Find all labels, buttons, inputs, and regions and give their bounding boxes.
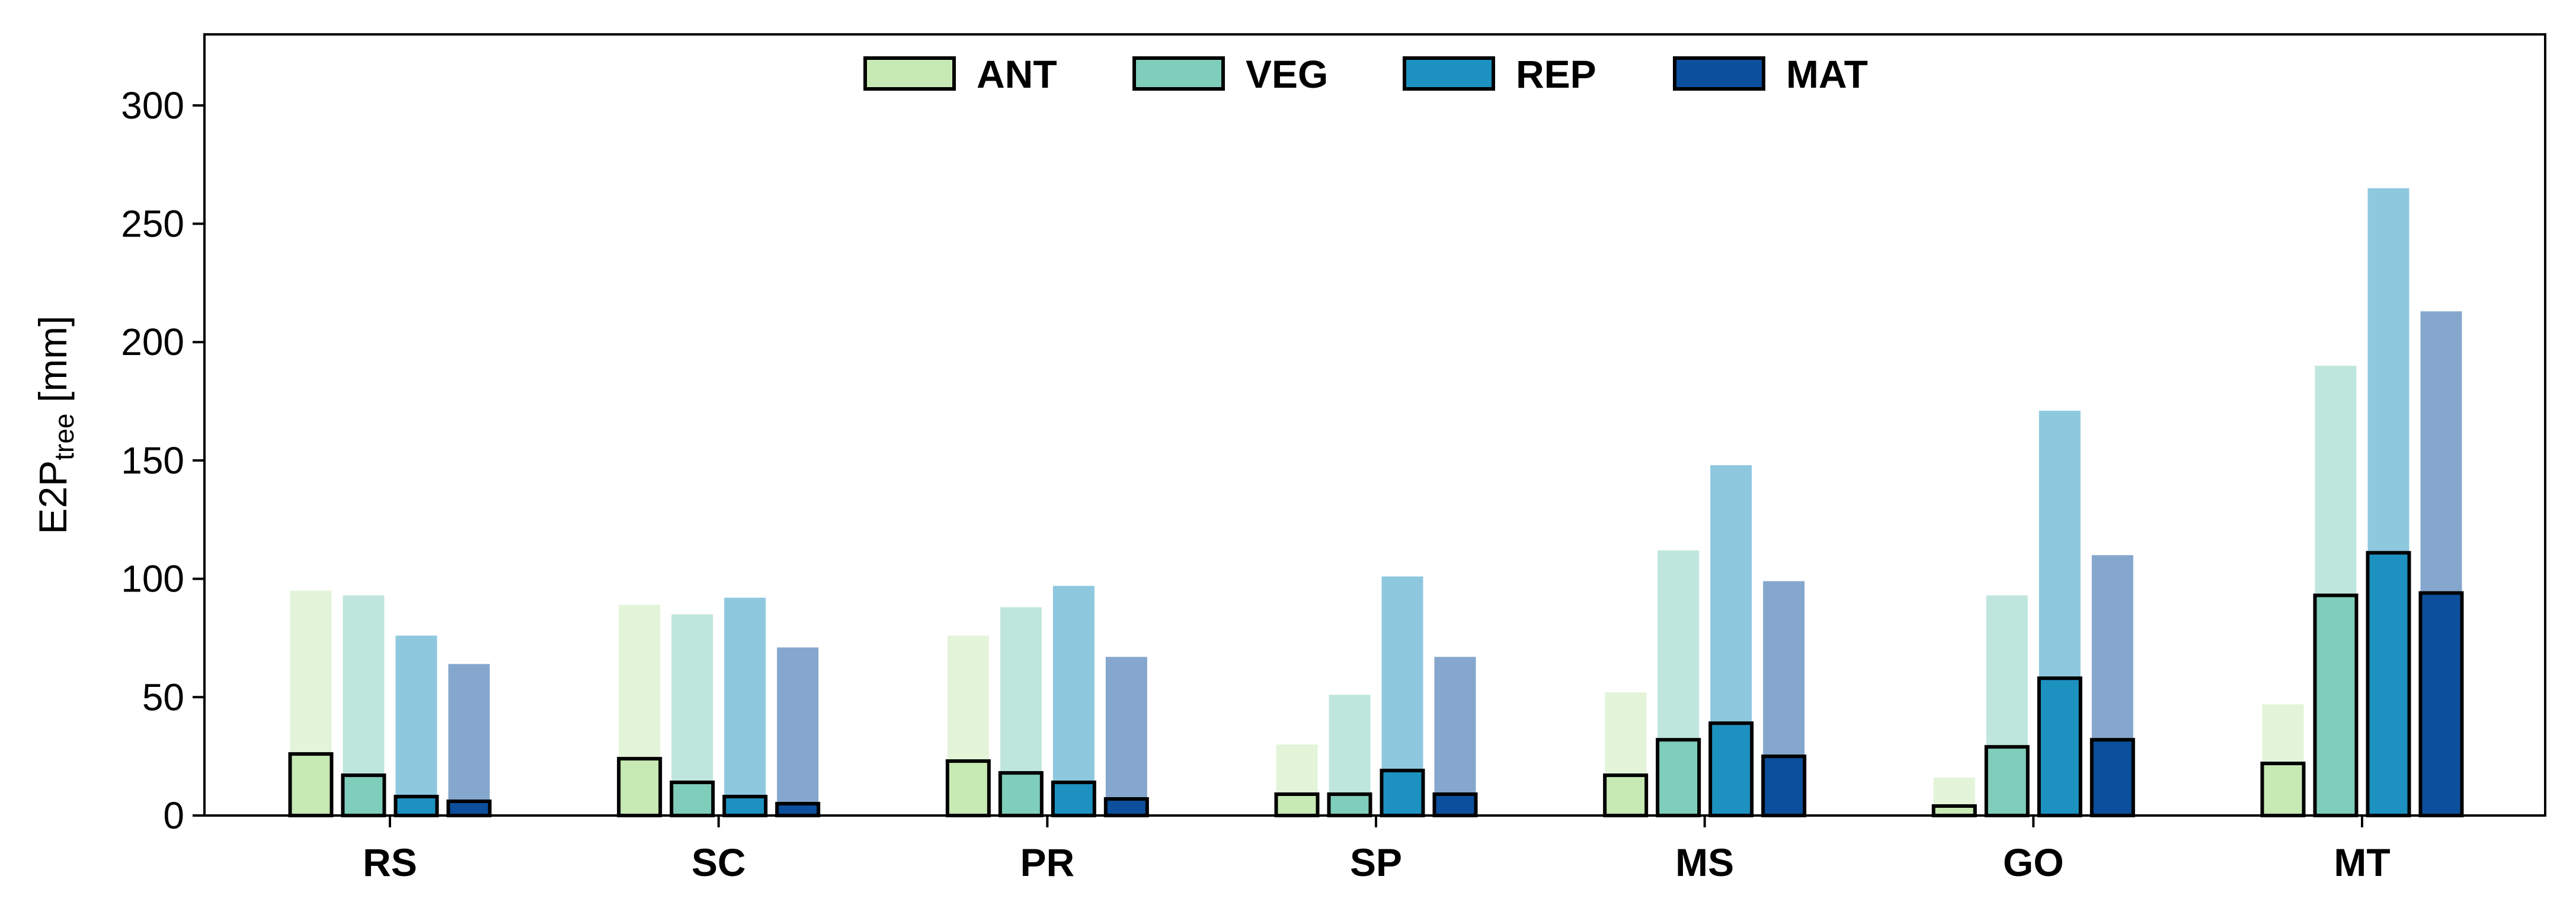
y-tick-label: 250 [121, 203, 184, 245]
y-axis: 0 50 100 150 200 250 300 [121, 84, 204, 837]
bar-mat-pr [1103, 797, 1149, 818]
bar-mat-ms [1761, 754, 1807, 817]
y-tick-label: 200 [121, 321, 184, 363]
bar-ant-rs [288, 752, 334, 818]
plot-frame [203, 33, 2546, 817]
background-bars-layer [290, 188, 2462, 816]
bar-veg-rs [341, 773, 386, 817]
x-tick-label-rs: RS [363, 840, 417, 884]
x-tick-label-go: GO [2003, 840, 2064, 884]
legend-label-rep: REP [1516, 52, 1596, 96]
bar-rep-sc [722, 795, 768, 817]
bar-veg-go [1984, 745, 2030, 818]
background-bar-rep-sc [724, 597, 766, 816]
bar-mat-sp [1432, 792, 1478, 818]
legend-label-veg: VEG [1246, 52, 1328, 96]
y-axis-title-unit-spacer [31, 402, 75, 413]
background-bar-mat-rs [448, 664, 490, 816]
background-bar-mat-pr [1105, 657, 1147, 816]
y-axis-title-unit: [mm] [31, 316, 75, 403]
foreground-bars-layer [288, 551, 2464, 818]
y-tick-label: 100 [121, 558, 184, 600]
legend-swatch-veg [1132, 56, 1225, 91]
x-tick-label-sc: SC [692, 840, 746, 884]
bar-veg-sp [1327, 792, 1372, 818]
background-bar-rep-rs [395, 635, 437, 816]
bar-veg-pr [998, 771, 1044, 818]
legend-label-mat: MAT [1786, 52, 1868, 96]
legend-swatch-ant [863, 56, 956, 91]
x-axis: RS SC PR SP MS GO MT [363, 816, 2391, 884]
bar-veg-sc [670, 781, 715, 817]
y-tick-label: 300 [121, 84, 184, 127]
bar-mat-sc [775, 802, 821, 817]
bar-rep-go [2037, 676, 2082, 818]
bar-veg-mt [2313, 593, 2359, 818]
bar-mat-go [2089, 738, 2135, 818]
bar-rep-pr [1051, 781, 1096, 817]
y-tick-label: 0 [163, 794, 184, 837]
bar-rep-sp [1380, 769, 1425, 817]
bar-ant-go [1931, 804, 1977, 818]
background-bar-mat-sc [777, 647, 819, 816]
bar-ant-pr [945, 759, 991, 818]
y-axis-title-main: E2P [31, 461, 75, 535]
legend: ANT VEG REP MAT [863, 52, 1868, 96]
bar-mat-mt [2418, 591, 2464, 817]
x-tick-label-sp: SP [1350, 840, 1402, 884]
bar-rep-rs [393, 795, 439, 817]
y-tick-label: 150 [121, 439, 184, 482]
y-tick-label: 50 [142, 676, 184, 718]
legend-swatch-mat [1673, 56, 1765, 91]
x-tick-label-mt: MT [2334, 840, 2390, 884]
y-axis-title: E2Ptree [mm] [31, 316, 79, 535]
bar-ant-mt [2260, 762, 2306, 817]
legend-swatch-rep [1403, 56, 1495, 91]
background-bar-mat-sp [1434, 657, 1476, 816]
legend-label-ant: ANT [977, 52, 1057, 96]
bar-mat-rs [446, 800, 492, 818]
bar-veg-ms [1656, 738, 1701, 818]
x-tick-label-ms: MS [1675, 840, 1734, 884]
bar-ant-ms [1603, 773, 1649, 817]
bar-ant-sc [617, 757, 663, 818]
y-axis-title-subscript: tree [49, 413, 79, 460]
background-bar-rep-pr [1052, 586, 1095, 816]
x-tick-label-pr: PR [1020, 840, 1074, 884]
bar-ant-sp [1274, 792, 1320, 818]
bar-rep-mt [2366, 551, 2411, 817]
bar-rep-ms [1708, 721, 1754, 817]
